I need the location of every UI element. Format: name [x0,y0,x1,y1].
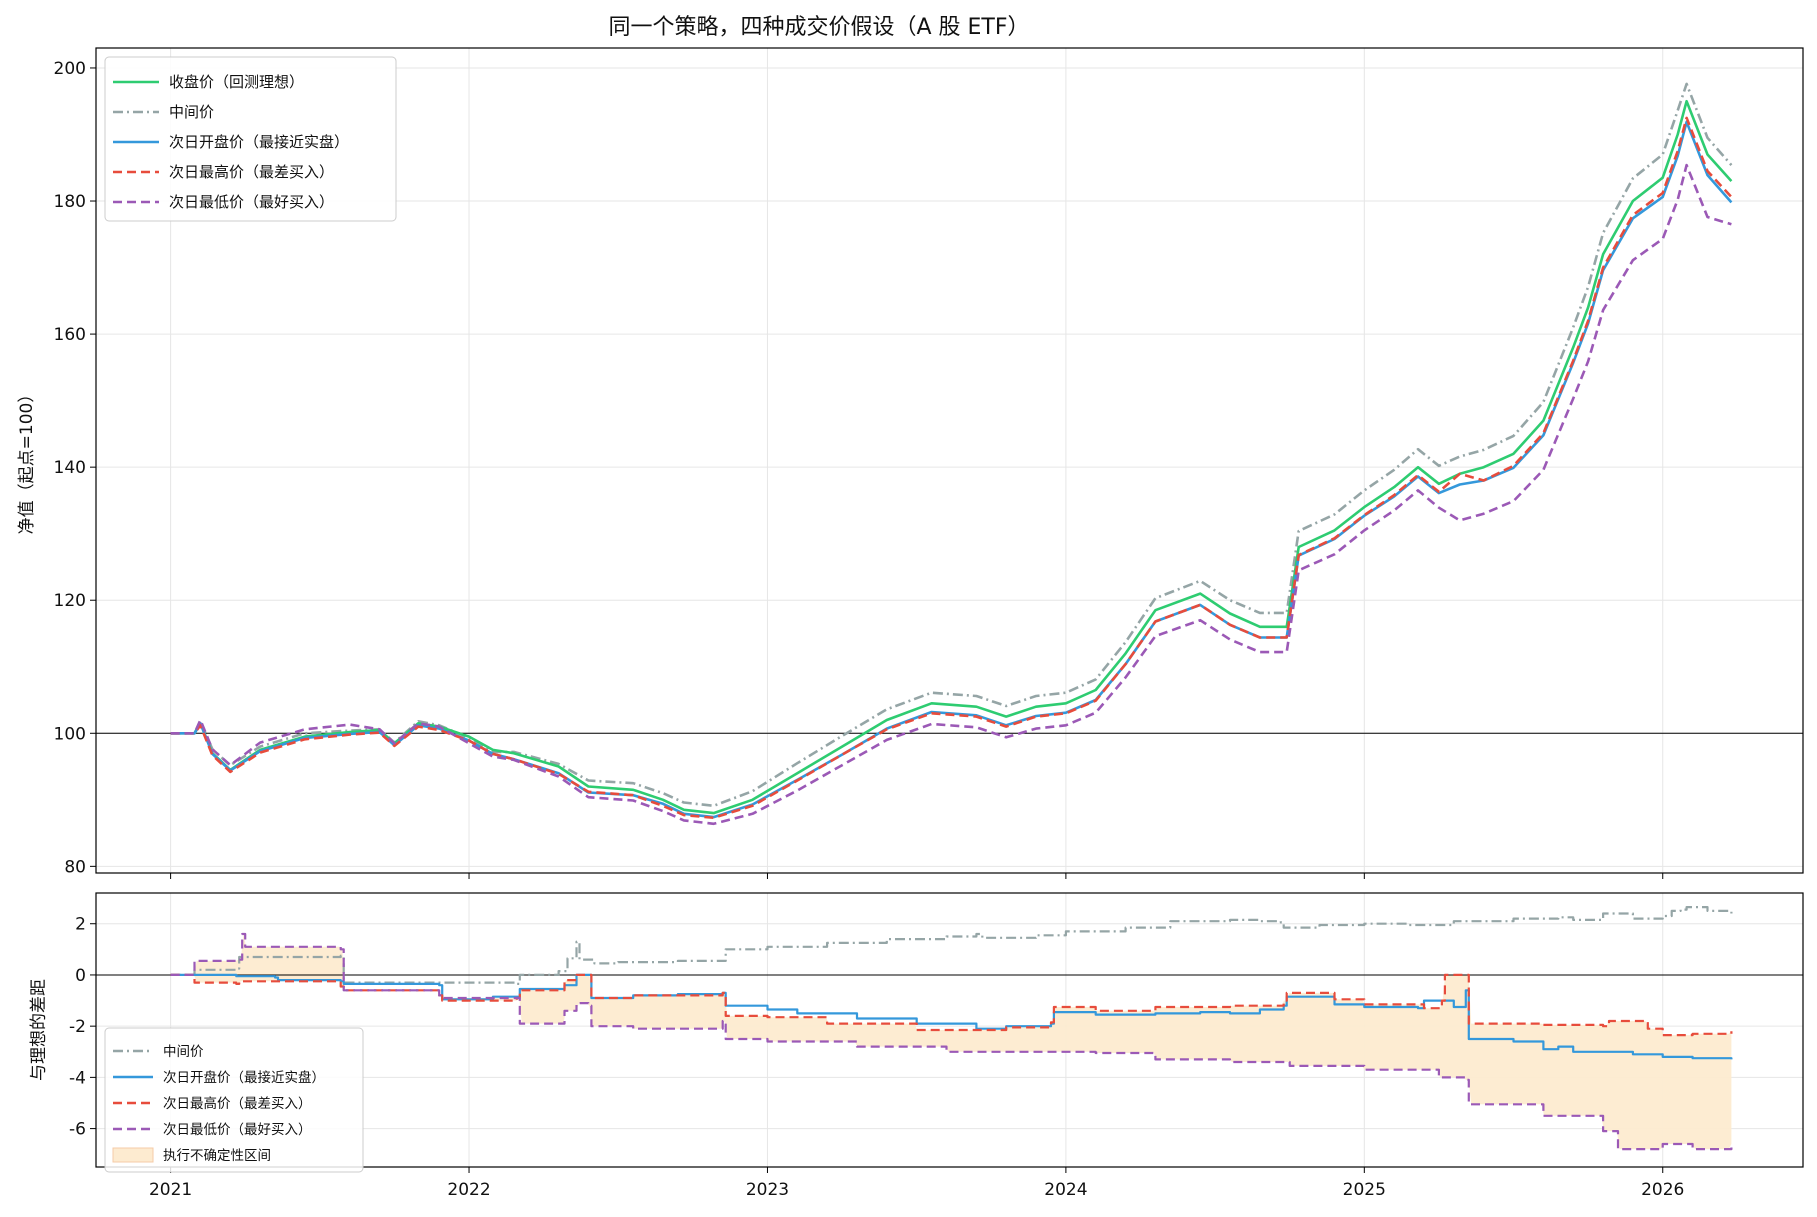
bottom-legend-item-label: 执行不确定性区间 [163,1148,271,1164]
bottom-x-ticks: 2021 2022 2023 2024 2025 2026 [149,1167,1684,1200]
bottom-axes-frame [95,892,1804,1168]
x-tick-label: 2025 [1343,1180,1386,1200]
uncertainty-band-area [170,934,1732,1150]
top-legend-item-label: 次日最低价（最好买入） [169,193,334,211]
bottom-series-line-3 [170,932,1733,1151]
top-legend-item-label: 次日开盘价（最接近实盘） [169,133,349,151]
top-legend-item-label: 收盘价（回测理想） [169,73,304,91]
bottom-legend-item-label: 次日最高价（最差买入） [163,1095,312,1112]
x-tick-label: 2022 [447,1180,490,1200]
bottom-y-tick-label: -6 [69,1120,86,1140]
bottom-y-ticks: -6 -4 -2 0 2 [69,915,96,1140]
top-series-line-3 [170,116,1733,820]
bottom-legend-item-box [104,1027,364,1173]
bottom-y-axis-label: 与理想的差距 [29,979,49,1081]
bottom-legend-item-label: 次日最低价（最好买入） [163,1122,312,1138]
bottom-legend-item-swatch [112,1147,154,1163]
top-series-line-1 [170,82,1733,808]
top-y-tick-label: 100 [54,724,86,744]
top-legend-item-box [104,56,397,222]
x-tick-label: 2023 [746,1180,789,1200]
x-tick-label: 2024 [1044,1180,1087,1200]
x-tick-label: 2026 [1641,1180,1684,1200]
top-x-tick-marks [170,873,1664,879]
bottom-series-line-2 [170,973,1733,1037]
top-axes-frame [95,47,1804,874]
bottom-legend-item-label: 次日开盘价（最接近实盘） [163,1069,325,1086]
x-tick-label: 2021 [149,1180,192,1200]
bottom-panel: -6 -4 -2 0 2 2021 2022 2023 2024 2025 2026 与理想的差距… [29,892,1804,1200]
top-series-line-2 [170,120,1733,819]
bottom-y-tick-label: 2 [75,915,86,935]
bottom-series [170,906,1733,1151]
top-series-line-4 [170,163,1732,826]
top-legend-item-label: 次日最高价（最差买入） [169,163,334,181]
bottom-series-line-0 [170,906,1733,985]
top-panel: 80 100 120 140 160 180 200 净值（起点=100） 收盘价（回测理想… [17,47,1804,879]
top-legend-item-label: 中间价 [169,103,214,121]
top-y-tick-label: 180 [54,192,86,212]
top-y-tick-label: 160 [54,325,86,345]
top-y-tick-label: 200 [54,59,86,79]
top-y-tick-label: 120 [54,591,86,611]
chart-title: 同一个策略，四种成交价假设（A 股 ETF） [608,15,1029,40]
bottom-y-tick-label: -2 [69,1017,86,1037]
bottom-y-tick-label: 0 [75,966,86,986]
top-y-tick-label: 140 [54,458,86,478]
top-y-ticks: 80 100 120 140 160 180 200 [54,59,96,877]
top-series [170,82,1733,826]
bottom-y-tick-label: -4 [69,1068,86,1088]
top-y-tick-label: 80 [64,857,86,877]
bottom-legend-item-label: 中间价 [163,1044,204,1060]
uncertainty-band [170,934,1732,1150]
top-series-line-0 [170,99,1733,815]
top-y-axis-label: 净值（起点=100） [17,386,37,535]
